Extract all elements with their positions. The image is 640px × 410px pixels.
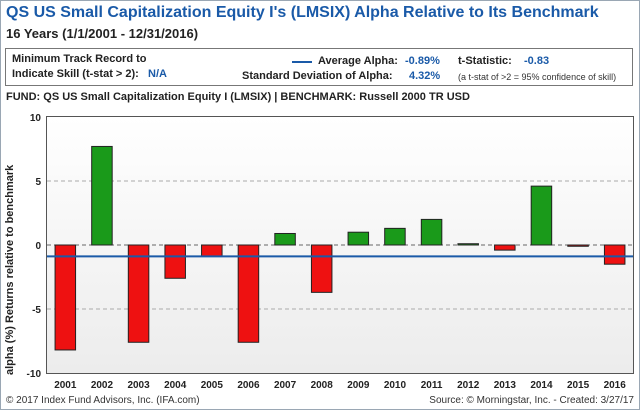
x-tick-label: 2011: [421, 380, 443, 391]
bar-2011: [420, 218, 443, 246]
y-tick-label: -10: [27, 369, 42, 380]
x-tick-label: 2015: [567, 380, 590, 391]
average-alpha-legend-line: [292, 61, 312, 63]
x-tick-label: 2006: [237, 380, 260, 391]
y-tick-label: 10: [30, 113, 42, 124]
x-tick-label: 2003: [127, 380, 150, 391]
tstat-value: -0.83: [524, 55, 550, 67]
bar-2010: [384, 227, 406, 246]
stats-box: Minimum Track Record to Indicate Skill (…: [5, 48, 633, 86]
x-tick-label: 2008: [311, 380, 334, 391]
fund-benchmark-line: FUND: QS US Small Capitalization Equity …: [6, 91, 470, 103]
bar-2004: [164, 244, 186, 279]
x-tick-label: 2013: [494, 380, 517, 391]
footer-copyright: © 2017 Index Fund Advisors, Inc. (IFA.co…: [6, 395, 200, 406]
x-tick-label: 2014: [530, 380, 553, 391]
avg-alpha-value: -0.89%: [405, 55, 440, 67]
y-tick-label: -5: [32, 305, 41, 316]
bar-2015: [567, 244, 589, 247]
min-track-label-2: Indicate Skill (t-stat > 2):: [12, 68, 139, 80]
bar-2013: [494, 244, 516, 251]
bar-2006: [237, 244, 260, 343]
bar-2008: [310, 244, 333, 293]
page-subtitle: 16 Years (1/1/2001 - 12/31/2016): [6, 26, 199, 41]
y-tick-label: 5: [35, 177, 41, 188]
x-tick-label: 2004: [164, 380, 187, 391]
bar-2009: [347, 231, 370, 246]
x-tick-label: 2007: [274, 380, 297, 391]
bar-2002: [91, 145, 113, 246]
x-tick-label: 2016: [604, 380, 627, 391]
x-tick-label: 2002: [91, 380, 114, 391]
tstat-note: (a t-stat of >2 = 95% confidence of skil…: [458, 72, 617, 82]
x-tick-label: 2010: [384, 380, 407, 391]
min-track-value: N/A: [148, 68, 167, 80]
x-tick-label: 2009: [347, 380, 370, 391]
x-tick-label: 2001: [54, 380, 77, 391]
bar-2014: [530, 185, 553, 246]
bar-2001: [54, 244, 77, 351]
x-tick-label: 2012: [457, 380, 480, 391]
footer-source: Source: © Morningstar, Inc. - Created: 3…: [429, 395, 634, 406]
avg-alpha-label: Average Alpha:: [318, 55, 398, 67]
bar-2016: [603, 244, 626, 265]
tstat-label: t-Statistic:: [458, 55, 512, 67]
bar-2012: [457, 243, 479, 246]
bar-2003: [127, 244, 150, 343]
x-tick-label: 2005: [201, 380, 224, 391]
min-track-label-1: Minimum Track Record to: [12, 53, 147, 65]
page-title: QS US Small Capitalization Equity I's (L…: [6, 4, 599, 21]
y-tick-label: 0: [35, 241, 41, 252]
bar-2007: [274, 232, 296, 246]
y-axis-label: alpha (%) Returns relative to benchmark: [4, 164, 16, 375]
bar-2005: [201, 244, 223, 258]
std-value: 4.32%: [409, 70, 441, 82]
std-label: Standard Deviation of Alpha:: [242, 70, 393, 82]
